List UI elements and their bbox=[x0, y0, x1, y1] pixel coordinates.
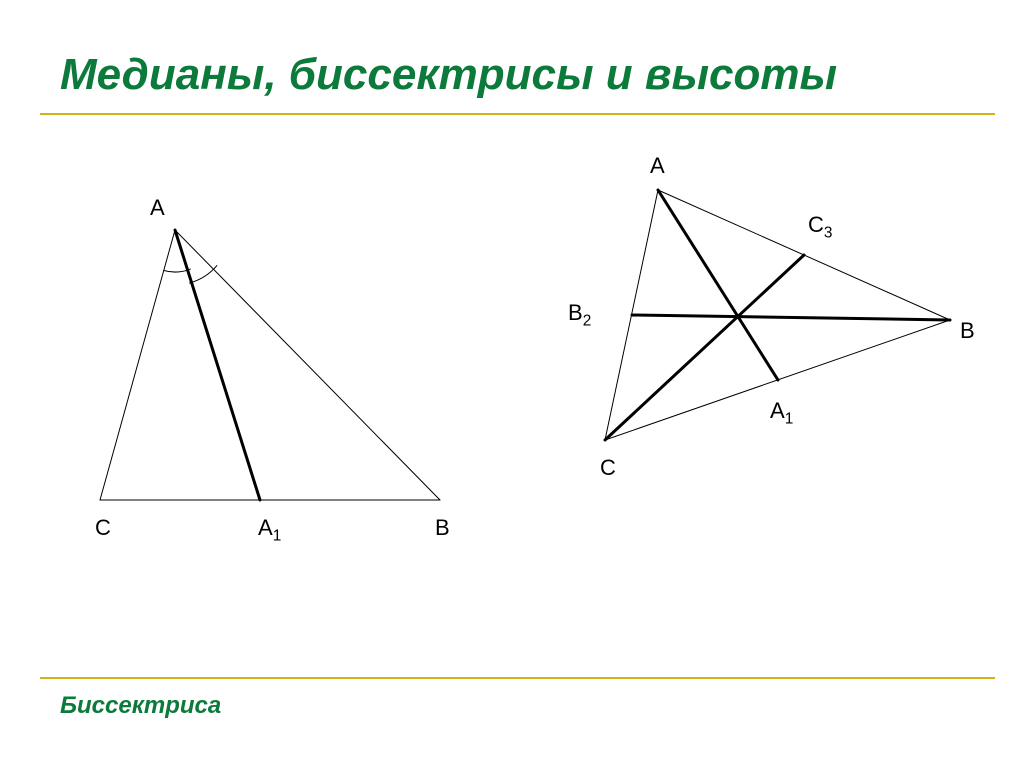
slide: Медианы, биссектрисы и высоты A C B A1 A… bbox=[0, 0, 1024, 767]
right-label-A: A bbox=[650, 153, 665, 179]
left-label-B: B bbox=[435, 515, 450, 541]
right-label-C3: C3 bbox=[808, 212, 832, 242]
left-label-A1: A1 bbox=[258, 515, 281, 545]
diagram-canvas bbox=[0, 0, 1024, 767]
left-label-C: C bbox=[95, 515, 111, 541]
right-label-C: C bbox=[600, 455, 616, 481]
footer-label: Биссектриса bbox=[60, 692, 221, 720]
right-label-B: B bbox=[960, 318, 975, 344]
right-label-B2: B2 bbox=[568, 300, 591, 330]
left-label-A: A bbox=[150, 195, 165, 221]
right-label-A1: A1 bbox=[770, 398, 793, 428]
